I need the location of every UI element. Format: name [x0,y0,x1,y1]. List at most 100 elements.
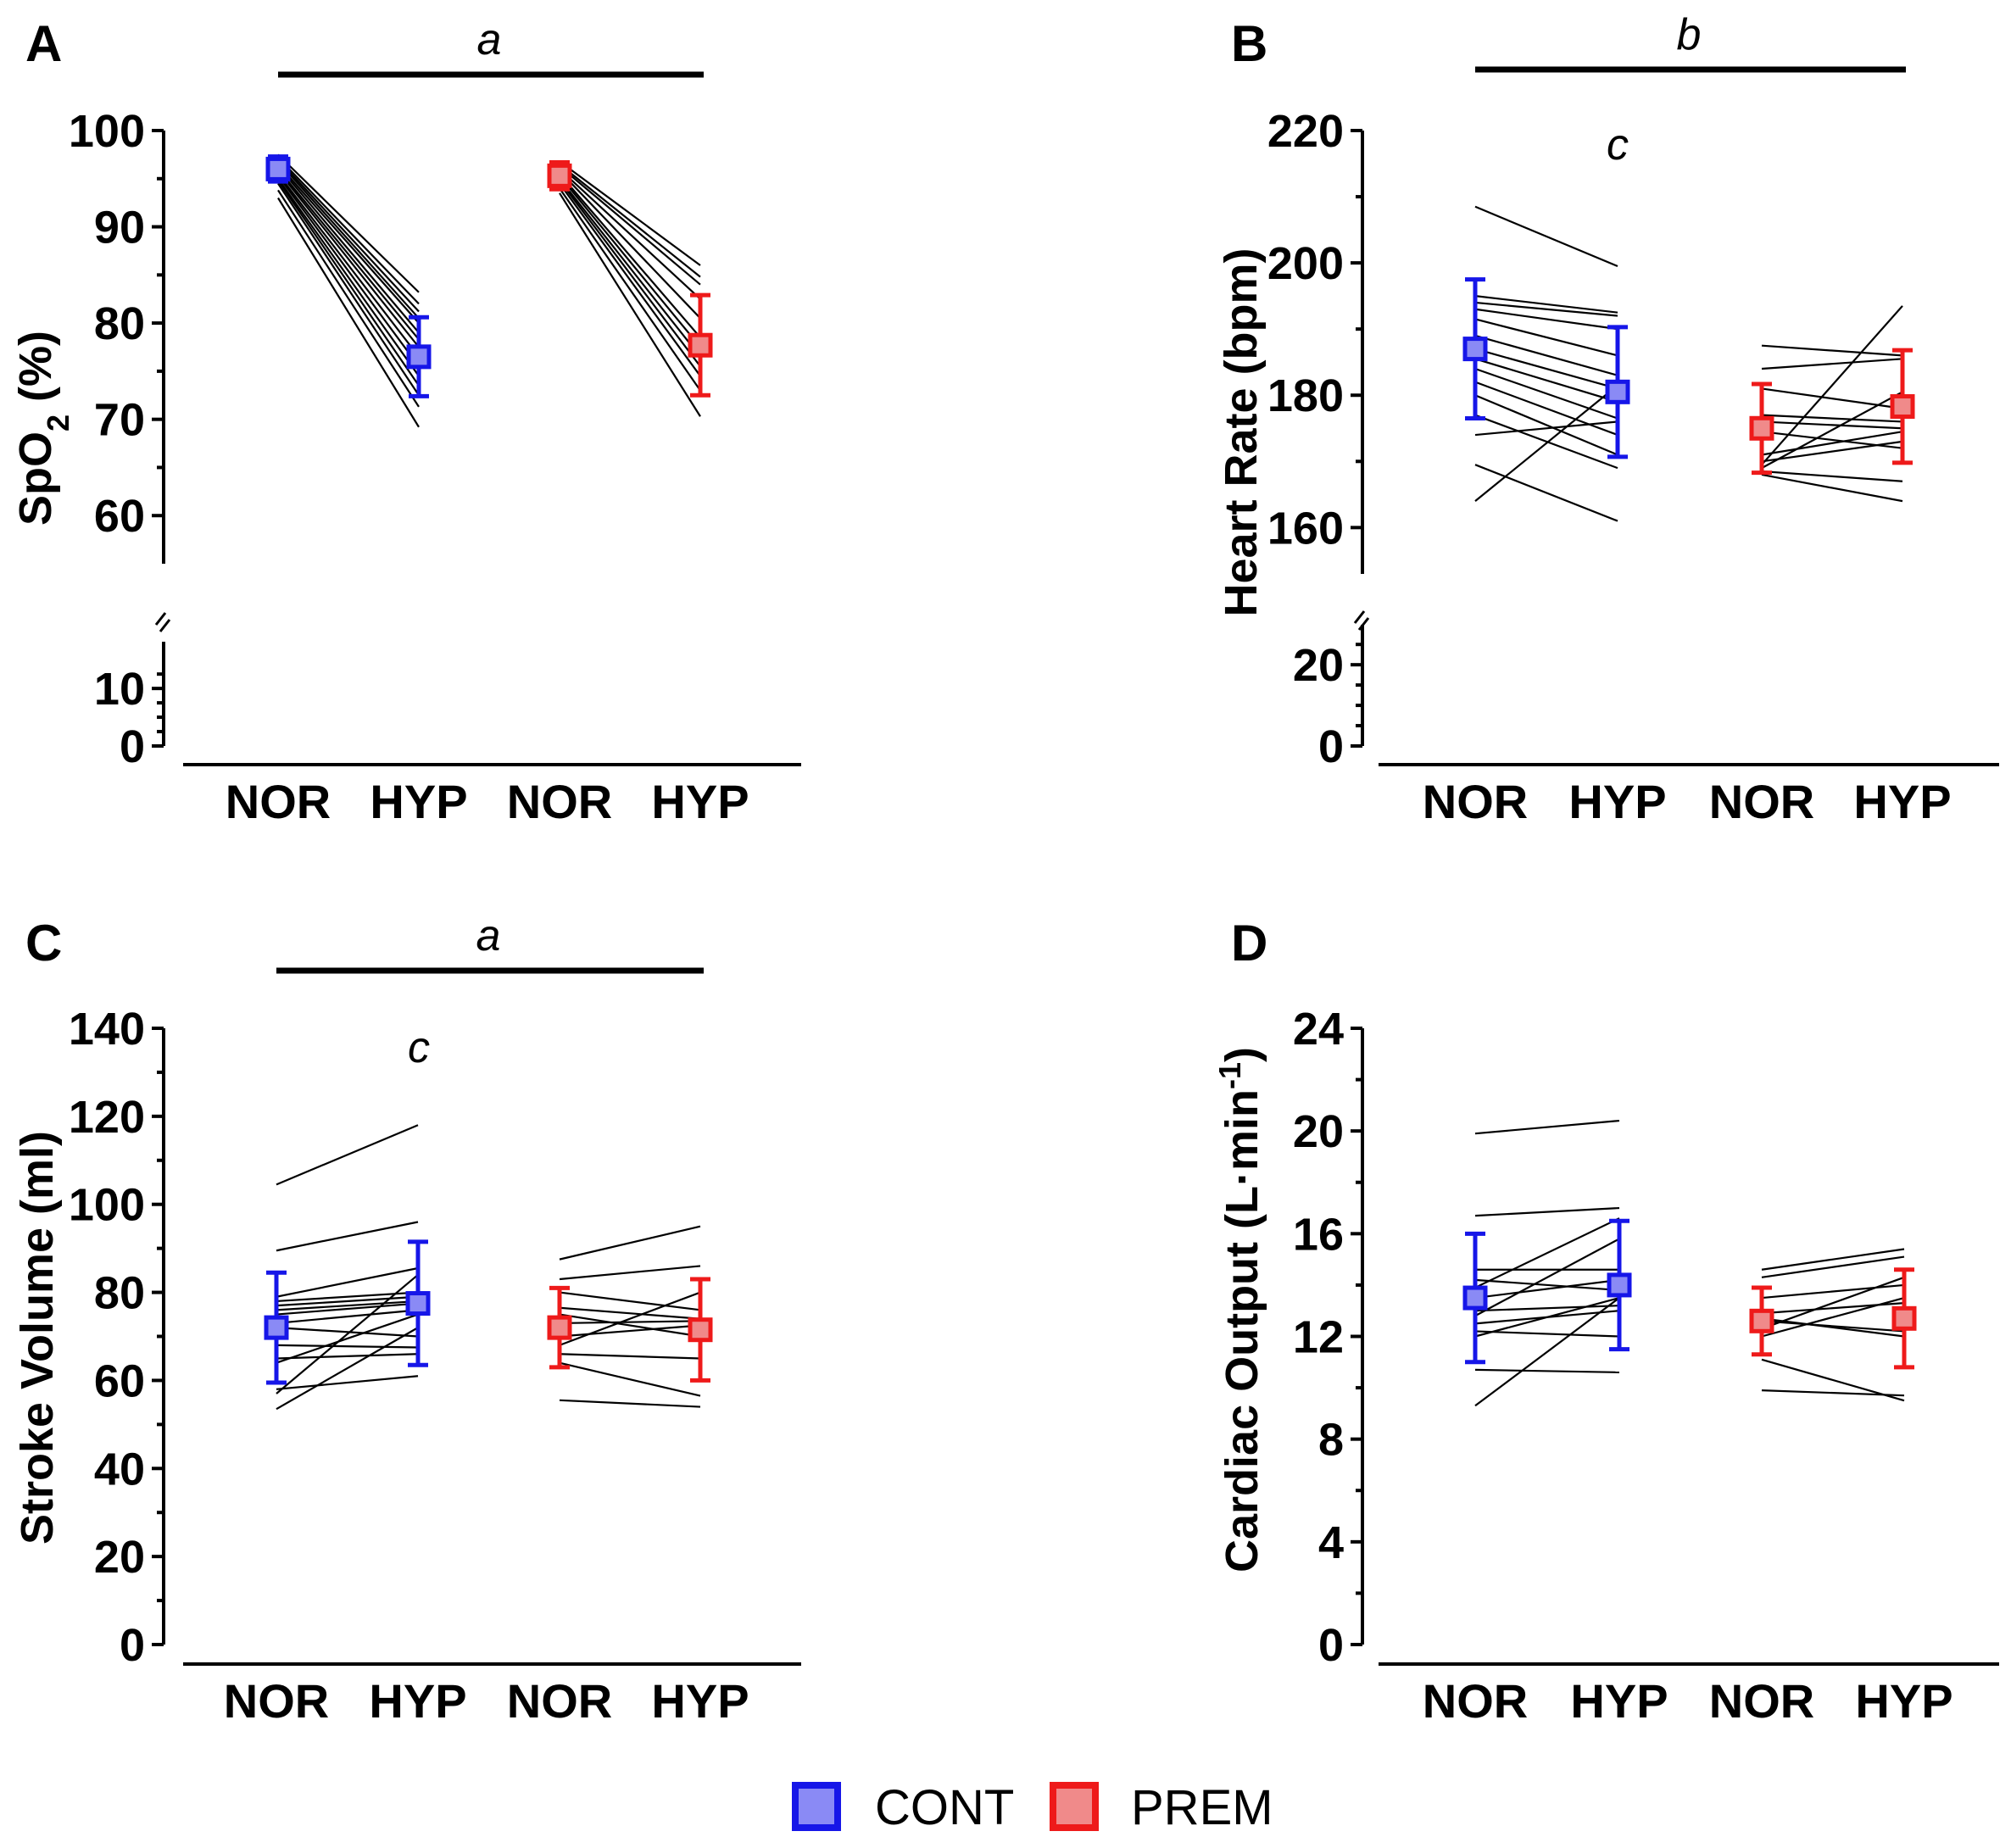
panel-b-x-tick-label: NOR [1423,775,1528,828]
panel-a-cont-individual-line [277,160,420,320]
panel-a-cont-mean-marker [406,344,432,370]
panel-a-x-tick-label: NOR [226,775,331,828]
panel-a-x-tick-label: HYP [651,775,749,828]
panel-c-prem-mean-marker [688,1317,713,1343]
panel-c-y-tick-label: 20 [94,1532,145,1583]
panel-d-cont-individual-line [1474,1119,1620,1135]
panel-a-prem-individual-line [559,160,701,266]
panel-a-prem-individual-line [559,182,701,377]
panel-b-cont-individual-line [1474,318,1618,357]
panel-d-cardiac-output-chart: 0 4 8 12 16 20 24 NOR HYP NOR HYP Cardiac Output (L… [1212,1004,1999,1728]
panel-a-prem-individual-line [559,192,701,417]
panel-d-y-tick-label: 24 [1293,1004,1344,1055]
panel-a-prem-individual-line [559,175,701,348]
panel-b-axis-break-mark [1353,610,1366,624]
panel-d-cont-mean-marker [1462,1285,1488,1311]
panel-c-y-tick-label: 80 [94,1268,145,1319]
panel-b-significance-label: b [1677,10,1702,59]
panel-d-cont-individual-line [1474,1278,1620,1300]
panel-c-y-axis-title: Stroke Volume (ml) [12,1131,63,1545]
panel-a-prem-individual-line [559,173,701,338]
panel-b-axis-break-mark [1357,617,1370,631]
panel-a-cont-individual-line [277,178,420,377]
panel-d-prem-individual-line [1761,1255,1905,1278]
panel-d-y-axis-title: Cardiac Output (L·min-1) [1212,1047,1268,1572]
panel-c-prem-individual-line [559,1291,701,1311]
panel-a-y-tick-label: 70 [94,395,145,446]
panel-c-cont-individual-line [276,1375,419,1390]
panel-b-cont-individual-line [1474,348,1618,390]
panel-c-y-tick-label: 100 [69,1180,145,1231]
panel-c-x-tick-label: NOR [507,1674,612,1728]
panel-a-y-axis-title: SpO2 (%) [10,331,75,526]
panel-c-x-tick-label: HYP [369,1674,466,1728]
panel-d-y-tick-label: 8 [1318,1415,1344,1466]
panel-b-y-tick-label: 20 [1293,640,1344,691]
panel-d-prem-individual-line [1761,1283,1905,1300]
panel-b-prem-mean-marker [1749,415,1774,441]
panel-b-x-tick-label: HYP [1853,775,1951,828]
panel-c-cont-individual-line [276,1300,419,1311]
panel-b-x-tick-label: NOR [1709,775,1814,828]
panel-c-cont-individual-line [276,1273,419,1394]
panel-b-prem-individual-line [1761,387,1903,409]
panel-c-significance-label: a [476,911,501,960]
panel-b-y-tick-label: 200 [1267,238,1344,289]
panel-d-x-tick-label: NOR [1423,1674,1528,1728]
panel-b-cont-individual-line [1474,301,1618,317]
panel-letter-d: D [1231,915,1267,971]
panel-d-cont-individual-line [1474,1238,1620,1317]
panel-c-cont-individual-line [276,1221,419,1252]
panel-b-cont-individual-line [1474,384,1618,502]
panel-a-y-tick-label: 10 [94,664,145,715]
panel-a-prem-individual-line [559,187,701,392]
panel-b-prem-individual-line [1761,414,1903,423]
panel-b-prem-individual-line [1761,420,1903,430]
panel-a-significance-label: a [477,15,502,64]
panel-b-cont-individual-line [1474,414,1618,470]
panel-b-y-tick-label: 0 [1318,721,1344,772]
panel-c-prem-individual-line [559,1265,701,1281]
panel-c-prem-individual-line [559,1361,701,1397]
panel-b-y-tick-label: 180 [1267,370,1344,421]
panel-d-prem-individual-line [1761,1276,1905,1330]
panel-c-cont-individual-line [276,1313,419,1364]
panel-b-prem-mean-marker [1890,394,1915,420]
panel-letter-c: C [25,915,62,971]
panel-b-cont-individual-line [1474,394,1618,456]
panel-b-cont-individual-line [1474,358,1618,404]
panel-c-cont-mean-marker [264,1315,289,1340]
panel-b-prem-individual-line [1761,473,1903,503]
panel-d-cont-individual-line [1474,1217,1620,1289]
panel-c-cont-individual-line [276,1266,419,1298]
panel-a-axis-break-mark [154,612,167,626]
panel-d-cont-individual-line [1474,1368,1620,1374]
panel-letter-a: A [25,15,62,72]
panel-a-prem-individual-line [559,165,701,286]
panel-c-y-tick-label: 120 [69,1092,145,1143]
panel-b-y-tick-label: 160 [1267,503,1344,554]
panel-d-y-tick-label: 4 [1318,1517,1344,1568]
legend: CONT PREM [792,1780,1273,1835]
panel-c-prem-individual-line [559,1399,701,1408]
panel-letter-b: B [1231,15,1267,72]
panel-b-cont-individual-line [1474,464,1618,522]
panel-c-cont-individual-line [276,1295,419,1307]
panel-a-cont-individual-line [277,159,420,313]
panel-d-prem-individual-line [1761,1297,1905,1338]
panel-a-prem-individual-line [559,180,701,367]
panel-b-cont-individual-line [1474,205,1618,268]
panel-b-cont-individual-line [1474,381,1618,437]
panel-d-cont-mean-marker [1607,1272,1632,1298]
panel-a-y-tick-label: 90 [94,203,145,253]
panel-c-cont-mean-marker [405,1291,431,1316]
panel-c-x-tick-label: HYP [651,1674,749,1728]
panel-d-cont-individual-line [1474,1206,1620,1217]
panel-c-y-tick-label: 140 [69,1004,145,1055]
panel-a-prem-individual-line [559,178,701,358]
panel-c-cont-individual-line [276,1344,419,1349]
panel-b-y-axis-title: Heart Rate (bpm) [1216,248,1267,616]
panel-c-cont-individual-line [276,1353,419,1360]
panel-d-x-tick-label: HYP [1570,1674,1668,1728]
